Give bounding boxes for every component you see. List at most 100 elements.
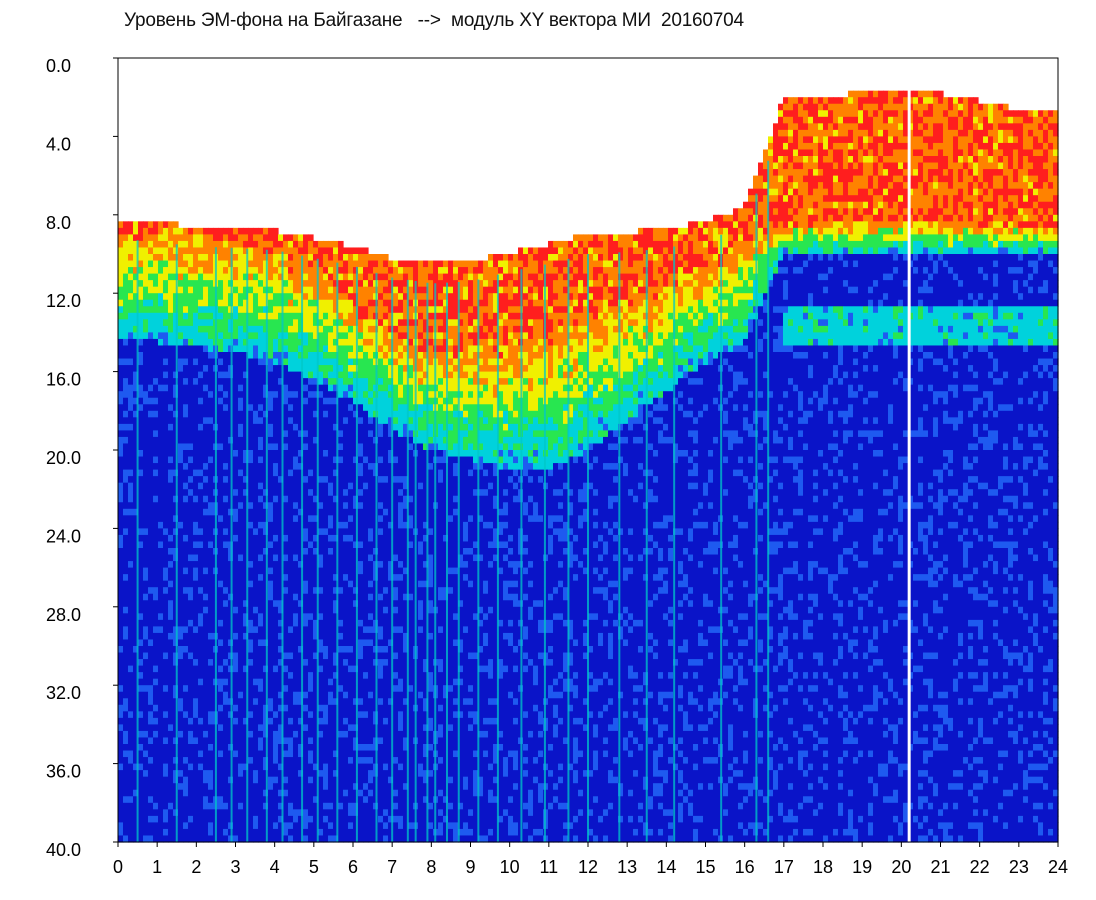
heatmap-cell [208, 469, 214, 477]
heatmap-cell [158, 534, 164, 543]
heatmap-cell [273, 463, 279, 471]
heatmap-cell [378, 502, 384, 510]
heatmap-cell [353, 783, 359, 791]
heatmap-cell [263, 371, 269, 379]
heatmap-cell [128, 600, 134, 608]
heatmap-cell [123, 358, 129, 366]
heatmap-cell [348, 436, 354, 445]
heatmap-cell [248, 822, 254, 830]
heatmap-cell [253, 240, 259, 249]
heatmap-cell [333, 783, 339, 791]
heatmap-cell [128, 450, 134, 458]
heatmap-cell [253, 809, 259, 817]
heatmap-cell [203, 267, 209, 275]
heatmap-cell [323, 770, 329, 778]
heatmap-cell [118, 561, 124, 569]
heatmap-cell [273, 665, 279, 673]
heatmap-cell [168, 815, 174, 823]
heatmap-cell [178, 619, 184, 627]
heatmap-cell [323, 815, 329, 823]
heatmap-cell [308, 783, 314, 791]
heatmap-cell [183, 502, 189, 510]
heatmap-cell [138, 789, 144, 797]
heatmap-cell [158, 835, 164, 843]
heatmap-cell [278, 678, 284, 686]
heatmap-cell [178, 561, 184, 569]
heatmap-cell [133, 450, 139, 458]
heatmap-cell [133, 789, 139, 797]
heatmap-cell [313, 391, 319, 399]
heatmap-cell [148, 652, 154, 660]
heatmap-cell [288, 606, 294, 614]
heatmap-cell [273, 391, 279, 399]
heatmap-cell [278, 828, 284, 837]
heatmap-cell [323, 267, 329, 275]
heatmap-cell [363, 534, 369, 543]
heatmap-cell [283, 345, 289, 353]
heatmap-cell [153, 260, 159, 268]
heatmap-cell [133, 724, 139, 732]
heatmap-cell [353, 306, 359, 314]
heatmap-cell [123, 704, 129, 712]
heatmap-cell [278, 763, 284, 771]
heatmap-cell [158, 809, 164, 817]
heatmap-cell [238, 286, 244, 294]
heatmap-cell [273, 796, 279, 804]
heatmap-cell [353, 463, 359, 471]
heatmap-cell [268, 724, 274, 732]
heatmap-cell [278, 613, 284, 621]
heatmap-cell [363, 809, 369, 817]
heatmap-cell [128, 730, 134, 739]
heatmap-cell [288, 600, 294, 608]
heatmap-cell [343, 619, 349, 627]
heatmap-cell [118, 515, 124, 523]
heatmap-cell [338, 763, 344, 771]
heatmap-cell [183, 391, 189, 399]
heatmap-cell [158, 678, 164, 686]
heatmap-cell [338, 502, 344, 510]
heatmap-cell [278, 646, 284, 654]
heatmap-cell [278, 365, 284, 373]
heatmap-cell [118, 815, 124, 823]
heatmap-cell [318, 345, 324, 353]
heatmap-cell [253, 770, 259, 778]
heatmap-cell [238, 652, 244, 660]
heatmap-cell [358, 828, 364, 837]
heatmap-cell [353, 763, 359, 771]
heatmap-cell [353, 378, 359, 386]
heatmap-cell [313, 371, 319, 379]
heatmap-cell [148, 704, 154, 712]
heatmap-cell [253, 247, 259, 255]
heatmap-cell [198, 534, 204, 543]
heatmap-cell [343, 299, 349, 307]
heatmap-cell [238, 227, 244, 235]
heatmap-cell [363, 763, 369, 771]
heatmap-cell [383, 456, 389, 464]
heatmap-cell [223, 802, 229, 810]
heatmap-cell [318, 580, 324, 588]
heatmap-cell [383, 528, 389, 536]
heatmap-cell [318, 260, 324, 268]
heatmap-cell [203, 332, 209, 340]
heatmap-cell [183, 809, 189, 817]
heatmap-cell [203, 678, 209, 686]
heatmap-cell [283, 770, 289, 778]
heatmap-cell [298, 378, 304, 386]
heatmap-cell [183, 417, 189, 425]
heatmap-cell [353, 267, 359, 275]
heatmap-cell [263, 325, 269, 333]
heatmap-cell [313, 587, 319, 595]
heatmap-cell [298, 606, 304, 614]
heatmap-cell [343, 704, 349, 712]
heatmap-cell [203, 358, 209, 366]
heatmap-cell [163, 646, 169, 654]
heatmap-cell [148, 397, 154, 405]
heatmap-cell [233, 273, 239, 281]
heatmap-cell [318, 482, 324, 490]
heatmap-cell [383, 548, 389, 556]
heatmap-cell [218, 404, 224, 412]
heatmap-cell [253, 632, 259, 641]
heatmap-cell [293, 397, 299, 405]
heatmap-cell [163, 325, 169, 333]
heatmap-cell [138, 796, 144, 804]
